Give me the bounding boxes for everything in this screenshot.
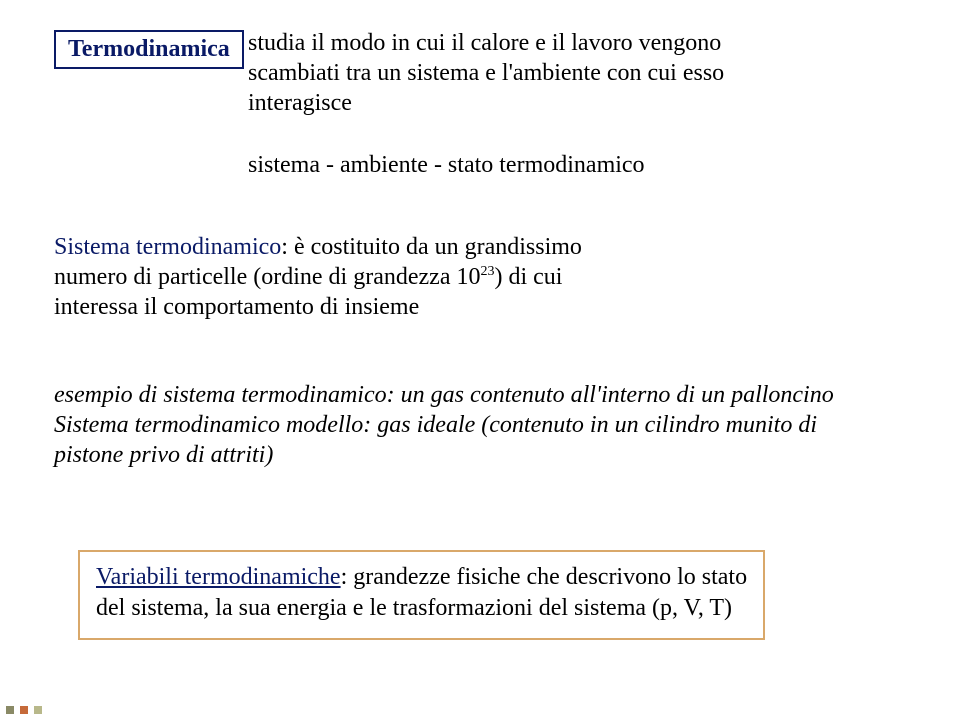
paragraph-esempio: esempio di sistema termodinamico: un gas… bbox=[54, 380, 834, 470]
sistema-highlight: Sistema termodinamico bbox=[54, 234, 281, 260]
footer-bullet-3 bbox=[34, 706, 42, 714]
intro-line-2: scambiati tra un sistema e l'ambiente co… bbox=[248, 60, 724, 86]
p1-l2b: ) di cui bbox=[494, 264, 562, 290]
p1-superscript: 23 bbox=[480, 264, 494, 279]
variabili-box: Variabili termodinamiche: grandezze fisi… bbox=[78, 550, 765, 640]
p2-l2: Sistema termodinamico modello: gas ideal… bbox=[54, 412, 817, 438]
title-box: Termodinamica bbox=[54, 30, 244, 69]
p2-l3: pistone privo di attriti) bbox=[54, 442, 273, 468]
var-after: : grandezze fisiche che descrivono lo st… bbox=[341, 564, 748, 590]
intro-line-1: studia il modo in cui il calore e il lav… bbox=[248, 30, 721, 56]
footer-bullet-1 bbox=[6, 706, 14, 714]
variabili-label: Variabili termodinamiche bbox=[96, 564, 341, 590]
intro-paragraph: studia il modo in cui il calore e il lav… bbox=[248, 28, 724, 118]
title-text: Termodinamica bbox=[68, 36, 230, 62]
p2-l1: esempio di sistema termodinamico: un gas… bbox=[54, 382, 834, 408]
subtitle-text: sistema - ambiente - stato termodinamico bbox=[248, 152, 645, 179]
p1-l3: interessa il comportamento di insieme bbox=[54, 294, 419, 320]
footer-bullet-2 bbox=[20, 706, 28, 714]
p1-l2a: numero di particelle (ordine di grandezz… bbox=[54, 264, 480, 290]
p1-after1: : è costituito da un grandissimo bbox=[281, 234, 582, 260]
paragraph-sistema: Sistema termodinamico: è costituito da u… bbox=[54, 232, 582, 322]
intro-line-3: interagisce bbox=[248, 90, 352, 116]
var-l2: del sistema, la sua energia e le trasfor… bbox=[96, 595, 732, 621]
